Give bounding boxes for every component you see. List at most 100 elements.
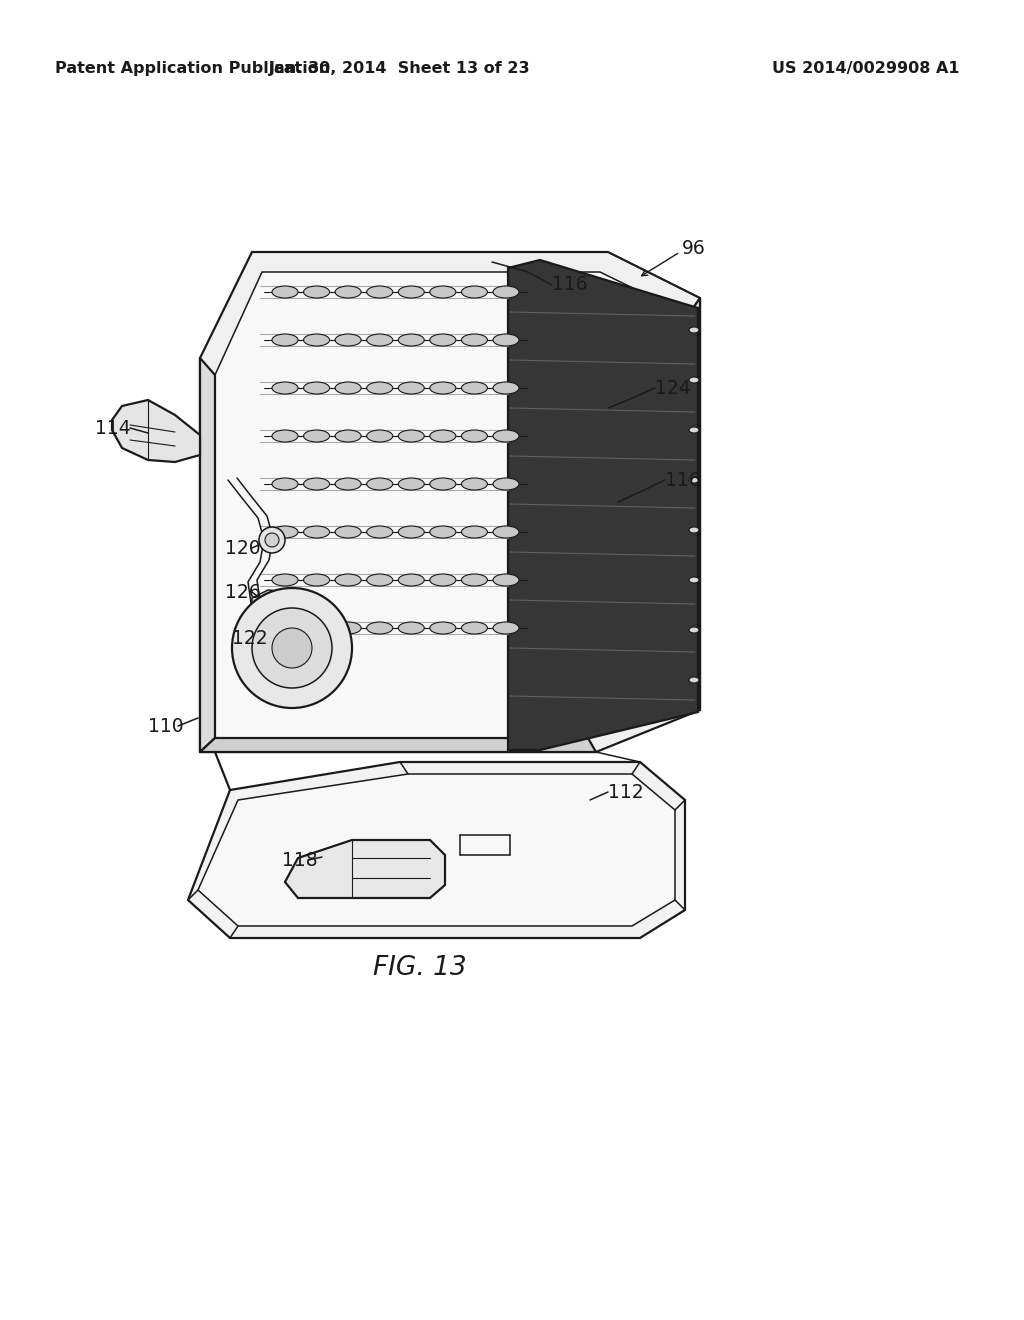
Ellipse shape [303, 381, 330, 393]
Ellipse shape [335, 286, 361, 298]
Polygon shape [112, 400, 200, 462]
Ellipse shape [272, 574, 298, 586]
Text: 114: 114 [95, 418, 131, 437]
Ellipse shape [335, 430, 361, 442]
Circle shape [232, 587, 352, 708]
Text: 116: 116 [552, 276, 588, 294]
Text: 118: 118 [282, 850, 317, 870]
Ellipse shape [272, 381, 298, 393]
Ellipse shape [335, 574, 361, 586]
Text: 112: 112 [608, 783, 644, 801]
Circle shape [265, 533, 279, 546]
Polygon shape [198, 774, 675, 927]
Ellipse shape [367, 574, 393, 586]
Circle shape [272, 628, 312, 668]
Text: Patent Application Publication: Patent Application Publication [55, 61, 331, 75]
Polygon shape [508, 260, 698, 750]
Ellipse shape [430, 525, 456, 539]
Ellipse shape [303, 334, 330, 346]
Ellipse shape [398, 381, 424, 393]
Ellipse shape [303, 525, 330, 539]
Ellipse shape [367, 525, 393, 539]
Ellipse shape [303, 574, 330, 586]
Ellipse shape [462, 430, 487, 442]
Text: 122: 122 [232, 628, 267, 648]
Ellipse shape [493, 381, 519, 393]
Ellipse shape [303, 622, 330, 634]
Text: Jan. 30, 2014  Sheet 13 of 23: Jan. 30, 2014 Sheet 13 of 23 [269, 61, 530, 75]
Text: 116: 116 [665, 470, 700, 490]
Polygon shape [200, 252, 700, 752]
Ellipse shape [493, 574, 519, 586]
Ellipse shape [272, 478, 298, 490]
Polygon shape [215, 272, 688, 738]
Ellipse shape [689, 426, 699, 433]
Ellipse shape [335, 381, 361, 393]
Polygon shape [688, 298, 700, 710]
Ellipse shape [398, 286, 424, 298]
Text: 110: 110 [148, 717, 183, 735]
Ellipse shape [335, 334, 361, 346]
Ellipse shape [272, 430, 298, 442]
Text: 126: 126 [225, 582, 261, 602]
Ellipse shape [398, 478, 424, 490]
Ellipse shape [462, 574, 487, 586]
Ellipse shape [493, 525, 519, 539]
Text: FIG. 13: FIG. 13 [373, 954, 467, 981]
Ellipse shape [462, 478, 487, 490]
Ellipse shape [430, 286, 456, 298]
Ellipse shape [430, 334, 456, 346]
Polygon shape [285, 840, 445, 898]
Ellipse shape [430, 574, 456, 586]
Ellipse shape [462, 525, 487, 539]
Ellipse shape [493, 286, 519, 298]
Circle shape [252, 609, 332, 688]
Ellipse shape [272, 622, 298, 634]
Ellipse shape [493, 430, 519, 442]
Ellipse shape [303, 430, 330, 442]
Polygon shape [200, 358, 215, 752]
Ellipse shape [689, 577, 699, 583]
Ellipse shape [303, 478, 330, 490]
Ellipse shape [335, 622, 361, 634]
Ellipse shape [398, 574, 424, 586]
Ellipse shape [335, 525, 361, 539]
Ellipse shape [689, 627, 699, 634]
Ellipse shape [493, 478, 519, 490]
Ellipse shape [335, 478, 361, 490]
Ellipse shape [689, 327, 699, 333]
Ellipse shape [430, 622, 456, 634]
Ellipse shape [398, 430, 424, 442]
Ellipse shape [398, 622, 424, 634]
Ellipse shape [493, 334, 519, 346]
Text: 124: 124 [655, 379, 691, 397]
Ellipse shape [367, 430, 393, 442]
Polygon shape [188, 762, 685, 939]
Polygon shape [252, 590, 295, 616]
Ellipse shape [367, 381, 393, 393]
Text: 96: 96 [682, 239, 706, 257]
Ellipse shape [493, 622, 519, 634]
Ellipse shape [689, 378, 699, 383]
Ellipse shape [462, 381, 487, 393]
Ellipse shape [462, 286, 487, 298]
Circle shape [259, 527, 285, 553]
Ellipse shape [303, 286, 330, 298]
Ellipse shape [689, 477, 699, 483]
Ellipse shape [367, 286, 393, 298]
Ellipse shape [272, 525, 298, 539]
Ellipse shape [430, 478, 456, 490]
Ellipse shape [367, 622, 393, 634]
Ellipse shape [689, 677, 699, 682]
Ellipse shape [430, 430, 456, 442]
Ellipse shape [462, 622, 487, 634]
Polygon shape [200, 738, 596, 752]
Ellipse shape [272, 286, 298, 298]
Text: 120: 120 [225, 539, 261, 557]
Ellipse shape [398, 334, 424, 346]
Ellipse shape [367, 334, 393, 346]
Ellipse shape [367, 478, 393, 490]
Ellipse shape [272, 334, 298, 346]
Ellipse shape [430, 381, 456, 393]
Ellipse shape [462, 334, 487, 346]
